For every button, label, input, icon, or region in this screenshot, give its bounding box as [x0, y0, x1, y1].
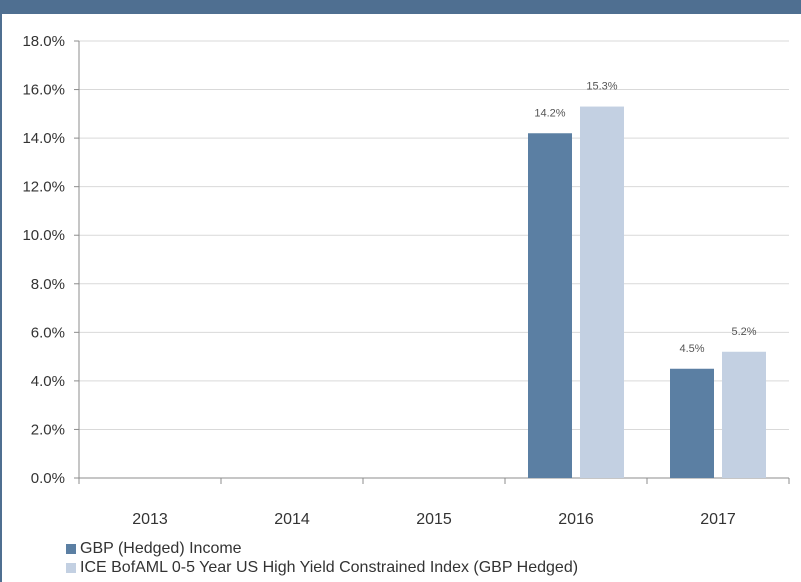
gridlines: [79, 40, 789, 430]
x-tick-label: 2017: [700, 511, 736, 528]
y-tick-label: 0.0%: [31, 470, 65, 487]
data-labels: 14.2% 15.3% 4.5% 5.2%: [534, 81, 756, 355]
legend-label-series-1: GBP (Hedged) Income: [80, 540, 242, 557]
data-label: 5.2%: [731, 326, 756, 338]
x-tick-label: 2013: [132, 511, 168, 528]
legend-item-series-2: ICE BofAML 0-5 Year US High Yield Constr…: [66, 558, 578, 577]
y-tick-label: 10.0%: [22, 227, 65, 244]
data-label: 4.5%: [679, 343, 704, 355]
y-tick-label: 16.0%: [22, 82, 65, 99]
x-tick-label: 2015: [416, 511, 452, 528]
bar-1-2016: [528, 133, 572, 478]
bars: [528, 106, 766, 479]
y-tick-label: 6.0%: [31, 324, 65, 341]
y-tick-label: 18.0%: [22, 33, 65, 50]
y-tick-label: 8.0%: [31, 276, 65, 293]
bar-2-2017: [722, 351, 766, 478]
y-axis: 0.0% 2.0% 4.0% 6.0% 8.0% 10.0% 12.0% 14.0% 16.0%…: [22, 33, 80, 487]
legend-swatch-series-1: [66, 543, 76, 554]
legend: GBP (Hedged) Income ICE BofAML 0-5 Year …: [66, 539, 578, 577]
legend-swatch-series-2: [66, 562, 76, 573]
y-tick-label: 2.0%: [31, 421, 65, 438]
data-label: 15.3%: [586, 81, 617, 93]
legend-label-series-2: ICE BofAML 0-5 Year US High Yield Constr…: [80, 559, 579, 576]
x-tick-label: 2016: [558, 511, 594, 528]
x-axis: 2013 2014 2015 2016 2017: [78, 477, 790, 528]
bar-1-2017: [670, 368, 714, 478]
y-tick-label: 14.0%: [22, 130, 65, 147]
data-label: 14.2%: [534, 107, 565, 119]
bar-2-2016: [580, 106, 624, 479]
x-tick-label: 2014: [274, 511, 310, 528]
legend-item-series-1: GBP (Hedged) Income: [66, 539, 578, 558]
y-tick-label: 4.0%: [31, 373, 65, 390]
y-tick-label: 12.0%: [22, 179, 65, 196]
